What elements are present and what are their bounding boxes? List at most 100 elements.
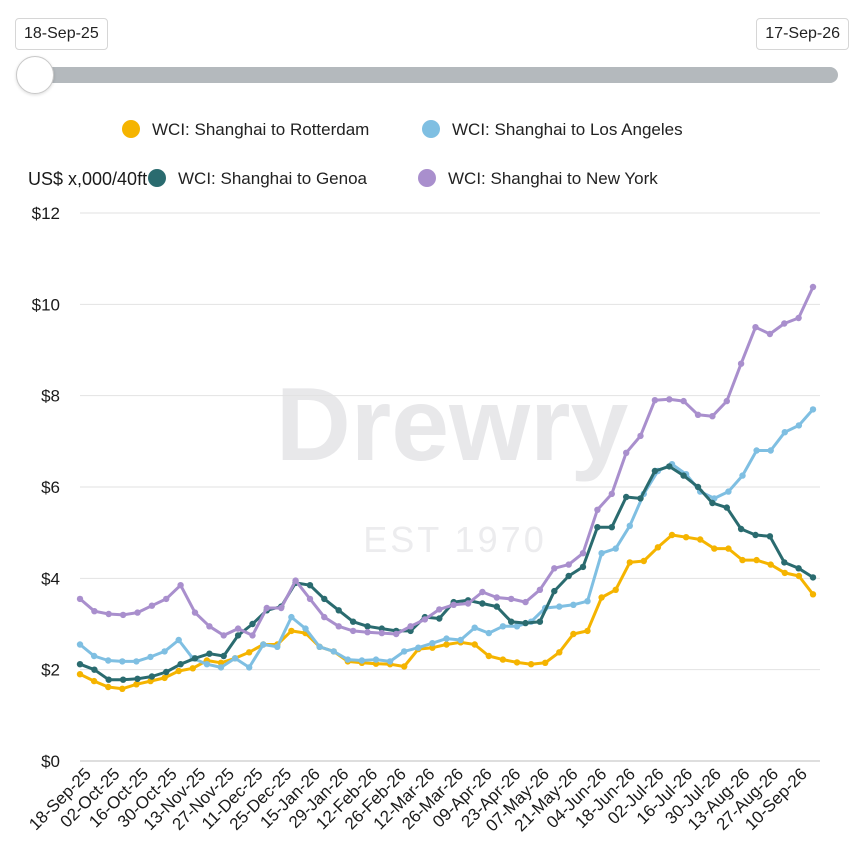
data-point[interactable] [330, 648, 337, 655]
data-point[interactable] [584, 598, 591, 605]
data-point[interactable] [522, 598, 529, 606]
data-point[interactable] [163, 595, 170, 603]
data-point[interactable] [372, 656, 380, 663]
data-point[interactable] [739, 472, 746, 479]
data-point[interactable] [148, 673, 156, 680]
data-point[interactable] [119, 685, 126, 692]
data-point[interactable] [551, 565, 558, 572]
data-point[interactable] [349, 618, 357, 625]
data-point[interactable] [415, 644, 422, 651]
data-point[interactable] [781, 559, 788, 566]
data-point[interactable] [321, 595, 328, 603]
data-point[interactable] [119, 676, 127, 683]
data-point[interactable] [292, 577, 299, 584]
data-point[interactable] [637, 432, 644, 440]
data-point[interactable] [450, 601, 457, 608]
data-point[interactable] [161, 674, 168, 682]
data-point[interactable] [623, 493, 630, 501]
data-point[interactable] [407, 623, 414, 630]
data-point[interactable] [401, 663, 408, 670]
data-point[interactable] [105, 676, 112, 683]
data-point[interactable] [119, 611, 127, 619]
data-point[interactable] [91, 608, 98, 615]
data-point[interactable] [234, 625, 242, 632]
data-point[interactable] [598, 594, 605, 601]
data-point[interactable] [471, 624, 478, 631]
data-point[interactable] [479, 588, 486, 596]
data-point[interactable] [191, 609, 199, 616]
data-point[interactable] [551, 587, 558, 595]
data-point[interactable] [612, 545, 619, 552]
data-point[interactable] [626, 522, 633, 529]
data-point[interactable] [260, 641, 267, 648]
legend-item[interactable]: WCI: Shanghai to New York [418, 169, 658, 188]
data-point[interactable] [654, 544, 662, 551]
data-point[interactable] [493, 594, 500, 601]
data-point[interactable] [723, 397, 730, 405]
data-point[interactable] [680, 397, 687, 405]
data-point[interactable] [508, 595, 515, 603]
data-point[interactable] [231, 655, 239, 662]
data-point[interactable] [358, 657, 366, 664]
data-point[interactable] [203, 661, 211, 668]
data-point[interactable] [640, 557, 647, 565]
data-point[interactable] [499, 656, 507, 663]
data-point[interactable] [781, 429, 788, 436]
data-point[interactable] [809, 406, 817, 413]
data-point[interactable] [175, 667, 182, 675]
data-point[interactable] [666, 463, 673, 470]
data-point[interactable] [766, 330, 774, 338]
data-point[interactable] [378, 629, 385, 637]
data-point[interactable] [809, 591, 817, 598]
data-point[interactable] [767, 561, 774, 568]
data-point[interactable] [344, 656, 351, 663]
data-point[interactable] [177, 661, 184, 668]
data-point[interactable] [288, 613, 295, 621]
data-point[interactable] [651, 397, 659, 404]
data-point[interactable] [220, 632, 227, 639]
data-point[interactable] [570, 630, 577, 638]
data-point[interactable] [542, 659, 549, 666]
data-point[interactable] [189, 665, 196, 672]
data-point[interactable] [556, 603, 563, 610]
data-point[interactable] [753, 447, 760, 454]
data-point[interactable] [249, 632, 256, 639]
data-point[interactable] [105, 610, 112, 618]
data-point[interactable] [508, 618, 515, 625]
data-point[interactable] [594, 524, 601, 531]
data-point[interactable] [134, 675, 141, 682]
data-point[interactable] [306, 595, 314, 603]
data-point[interactable] [335, 607, 342, 614]
data-point[interactable] [668, 531, 676, 539]
data-point[interactable] [781, 320, 788, 327]
data-point[interactable] [161, 648, 168, 655]
data-point[interactable] [485, 629, 492, 637]
data-point[interactable] [206, 650, 213, 657]
data-point[interactable] [709, 413, 716, 420]
data-point[interactable] [76, 595, 84, 603]
data-point[interactable] [767, 447, 774, 454]
data-point[interactable] [249, 620, 256, 628]
data-point[interactable] [457, 636, 464, 644]
data-point[interactable] [697, 536, 704, 543]
data-point[interactable] [737, 525, 745, 533]
data-point[interactable] [306, 582, 314, 589]
data-point[interactable] [436, 606, 443, 613]
data-point[interactable] [737, 360, 745, 367]
data-point[interactable] [76, 671, 84, 678]
data-point[interactable] [148, 602, 156, 609]
data-point[interactable] [288, 627, 295, 635]
data-point[interactable] [364, 629, 371, 636]
data-point[interactable] [709, 499, 716, 507]
data-point[interactable] [464, 600, 472, 607]
data-point[interactable] [493, 603, 500, 610]
data-point[interactable] [579, 550, 587, 557]
data-point[interactable] [536, 618, 544, 625]
data-point[interactable] [278, 604, 285, 612]
data-point[interactable] [598, 550, 605, 557]
data-point[interactable] [133, 681, 140, 688]
data-point[interactable] [443, 641, 450, 648]
data-point[interactable] [513, 659, 521, 666]
data-point[interactable] [206, 623, 213, 630]
data-point[interactable] [682, 534, 690, 541]
